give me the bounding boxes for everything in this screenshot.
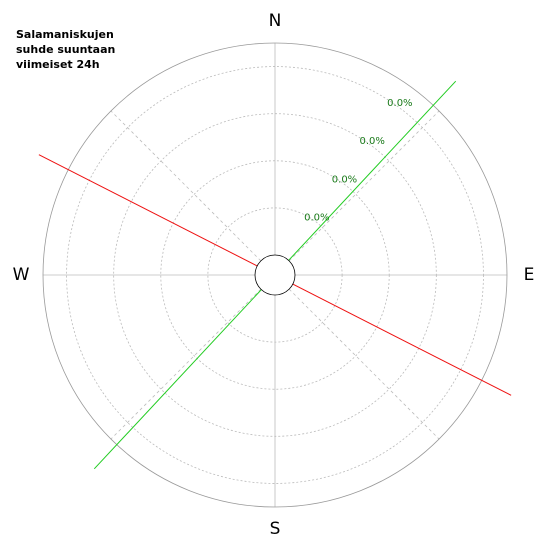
direction-label: E <box>524 265 535 285</box>
r-tick-label: 0.0% <box>359 136 384 147</box>
grid-ring <box>160 160 390 390</box>
spoke <box>110 288 262 440</box>
grid-ring <box>207 207 343 343</box>
direction-label: S <box>270 519 281 539</box>
center-hole <box>254 254 296 296</box>
outer-ring <box>42 42 508 508</box>
spoke <box>288 110 440 262</box>
direction-label: W <box>13 265 30 285</box>
r-tick-label: 0.0% <box>304 212 329 223</box>
r-tick-label: 0.0% <box>387 98 412 109</box>
spoke <box>288 288 440 440</box>
chart-title: Salamaniskujen suhde suuntaan viimeiset … <box>16 28 116 71</box>
grid-ring <box>66 66 484 484</box>
grid-ring <box>113 113 437 437</box>
spoke <box>110 110 262 262</box>
direction-label: N <box>269 11 282 31</box>
r-tick-label: 0.0% <box>332 174 357 185</box>
